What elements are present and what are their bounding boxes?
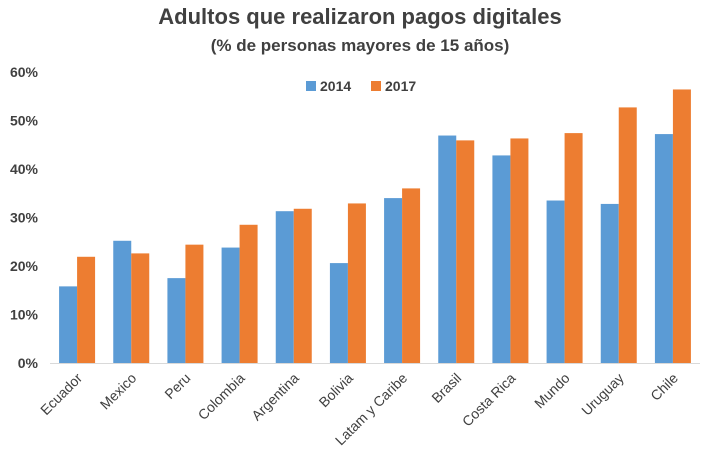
legend-label: 2014 xyxy=(320,78,351,94)
legend-swatch xyxy=(371,81,381,91)
bar-2017-chile xyxy=(672,89,691,364)
bar-2017-bolivia xyxy=(347,203,366,363)
y-tick-label: 10% xyxy=(10,307,39,323)
legend-swatch xyxy=(306,81,316,91)
y-tick-label: 20% xyxy=(10,258,39,274)
bar-2017-colombia xyxy=(239,224,258,363)
bar-2014-latam-y-caribe xyxy=(384,198,403,363)
x-tick-label: Peru xyxy=(161,370,193,402)
y-tick-label: 50% xyxy=(10,113,39,129)
bar-2017-uruguay xyxy=(618,107,637,363)
bar-2014-bolivia xyxy=(329,263,348,363)
bar-2017-mexico xyxy=(131,253,150,363)
bar-2017-brasil xyxy=(456,140,475,363)
chart-title: Adultos que realizaron pagos digitales xyxy=(158,4,562,29)
x-tick-label: Costa Rica xyxy=(459,370,519,430)
x-tick-label: Uruguay xyxy=(578,370,627,419)
bar-2014-chile xyxy=(654,134,673,363)
bar-2017-argentina xyxy=(293,208,312,363)
x-tick-label: Brasil xyxy=(428,370,464,406)
bar-2014-peru xyxy=(167,278,186,363)
x-tick-label: Argentina xyxy=(248,370,302,424)
x-tick-label: Colombia xyxy=(195,370,248,423)
y-tick-label: 30% xyxy=(10,210,39,226)
y-tick-label: 60% xyxy=(10,64,39,80)
x-tick-label: Mexico xyxy=(97,370,140,413)
y-tick-label: 0% xyxy=(18,355,39,371)
bar-2017-latam-y-caribe xyxy=(402,188,421,363)
bar-2017-costa-rica xyxy=(510,138,529,363)
bar-2014-argentina xyxy=(275,211,294,363)
bar-2014-brasil xyxy=(438,135,457,363)
x-tick-label: Chile xyxy=(647,370,681,404)
bar-2014-mundo xyxy=(546,200,565,363)
bar-2014-ecuador xyxy=(59,286,78,363)
bar-2014-uruguay xyxy=(600,203,619,363)
bar-2014-mexico xyxy=(113,240,132,363)
bar-2017-ecuador xyxy=(77,256,96,363)
legend-label: 2017 xyxy=(385,78,416,94)
bar-2014-colombia xyxy=(221,247,240,363)
bar-2014-costa-rica xyxy=(492,155,511,363)
x-tick-label: Bolivia xyxy=(316,370,357,411)
x-tick-label: Mundo xyxy=(531,370,573,412)
y-tick-label: 40% xyxy=(10,161,39,177)
bar-2017-peru xyxy=(185,244,204,363)
bar-2017-mundo xyxy=(564,133,583,363)
chart-subtitle: (% de personas mayores de 15 años) xyxy=(210,36,510,55)
x-tick-label: Ecuador xyxy=(37,370,85,418)
